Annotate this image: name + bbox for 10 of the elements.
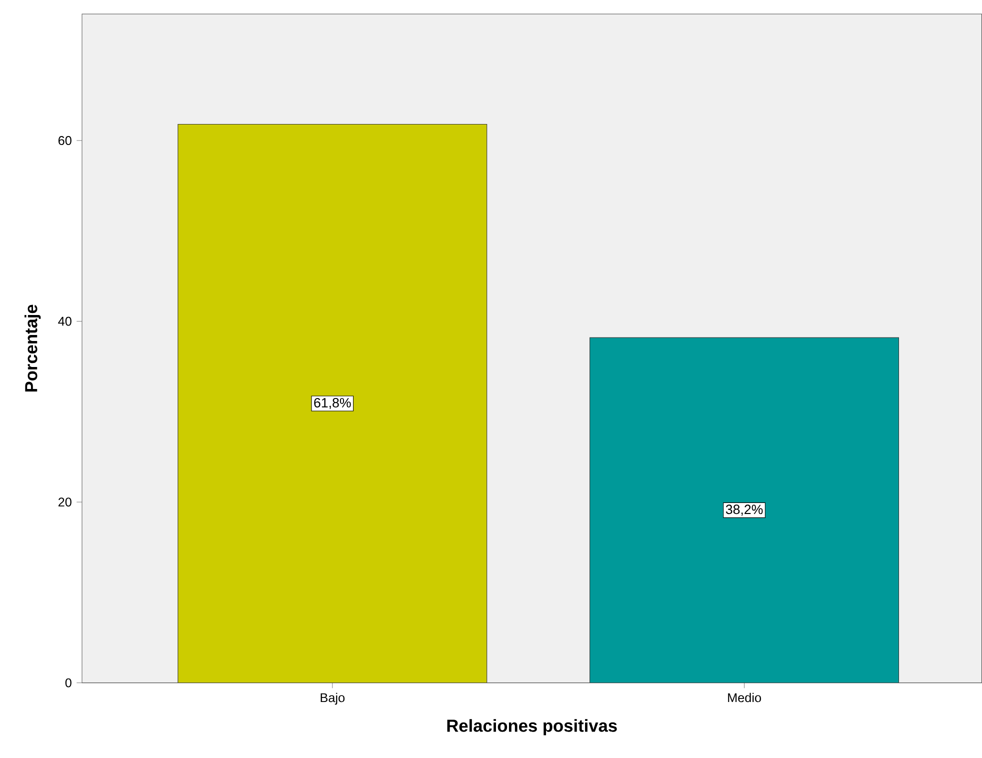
data-label: 61,8% bbox=[314, 398, 351, 410]
x-tick-label: Medio bbox=[728, 692, 762, 702]
data-label: 38,2% bbox=[726, 504, 763, 516]
x-axis-title: Relaciones positivas bbox=[447, 719, 617, 736]
y-tick-label: 60 bbox=[58, 136, 72, 146]
y-tick-label: 0 bbox=[65, 678, 72, 688]
y-tick-label: 20 bbox=[58, 498, 72, 507]
y-tick-label: 40 bbox=[58, 316, 72, 326]
x-tick-label: Bajo bbox=[320, 692, 345, 705]
y-axis-title: Porcentaje bbox=[24, 304, 41, 392]
